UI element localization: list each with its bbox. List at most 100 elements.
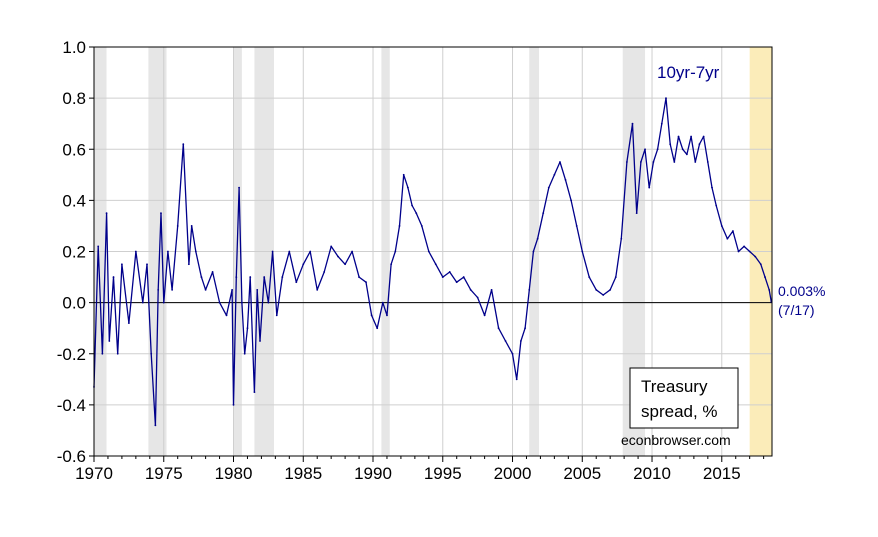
data-point xyxy=(150,352,153,355)
data-point xyxy=(524,327,526,330)
y-tick-label: 0.8 xyxy=(62,89,86,108)
data-point xyxy=(370,314,373,317)
data-point xyxy=(669,143,672,146)
x-tick-label: 2000 xyxy=(494,464,532,483)
data-point xyxy=(743,245,745,248)
data-point xyxy=(711,186,713,189)
data-point xyxy=(302,263,305,266)
data-point xyxy=(204,288,207,291)
legend-box-line1: Treasury xyxy=(641,377,708,396)
data-point xyxy=(715,204,718,207)
data-point xyxy=(694,161,697,163)
data-point xyxy=(295,281,298,284)
data-point xyxy=(652,161,655,163)
data-point xyxy=(639,161,642,163)
data-point xyxy=(182,143,185,146)
y-tick-label: 1.0 xyxy=(62,38,86,57)
data-point xyxy=(157,288,160,291)
data-point xyxy=(581,250,584,253)
data-point xyxy=(768,288,771,291)
data-point xyxy=(232,403,235,406)
data-point xyxy=(588,276,591,278)
data-point xyxy=(448,271,451,273)
y-tick-label: -0.2 xyxy=(57,345,86,364)
data-point xyxy=(415,212,418,215)
data-point xyxy=(275,314,278,317)
data-point xyxy=(575,225,578,227)
data-point xyxy=(528,288,531,291)
data-point xyxy=(167,250,169,253)
y-tick-label: -0.6 xyxy=(57,447,86,466)
data-point xyxy=(570,199,573,202)
data-point xyxy=(497,327,500,330)
data-point xyxy=(309,250,312,253)
data-point xyxy=(519,340,522,342)
data-point xyxy=(677,135,680,138)
data-point xyxy=(253,391,256,393)
data-point xyxy=(160,212,162,215)
data-point xyxy=(381,301,384,304)
y-axis-ticks: -0.6 -0.4 -0.2 0.0 0.2 0.4 0.6 0.8 1.0 xyxy=(57,38,94,466)
data-point xyxy=(267,301,270,304)
data-point xyxy=(702,135,705,138)
data-point xyxy=(194,250,197,253)
data-point xyxy=(316,288,319,291)
data-point xyxy=(97,245,100,248)
data-point xyxy=(330,245,333,248)
data-point xyxy=(427,250,430,253)
series-layer xyxy=(93,97,773,427)
data-point xyxy=(559,161,561,163)
x-tick-label: 1975 xyxy=(145,464,183,483)
data-point xyxy=(105,212,108,215)
data-point xyxy=(644,148,646,151)
data-point xyxy=(656,148,659,151)
data-point xyxy=(434,263,437,266)
data-point xyxy=(759,263,762,266)
data-point xyxy=(271,250,274,253)
series-label: 10yr-7yr xyxy=(657,63,720,82)
data-point xyxy=(681,148,684,151)
data-point xyxy=(238,186,240,189)
x-tick-label: 1990 xyxy=(354,464,392,483)
data-point xyxy=(648,186,651,189)
data-point xyxy=(737,250,740,253)
data-point xyxy=(116,352,119,355)
legend-box-frame xyxy=(629,367,739,429)
data-point xyxy=(720,225,723,227)
data-point xyxy=(614,276,617,278)
data-point xyxy=(462,276,465,278)
data-point xyxy=(200,276,203,278)
data-point xyxy=(564,179,567,181)
data-point xyxy=(620,237,623,240)
x-axis-ticks: 1970 1975 1980 1985 1990 1995 2000 2005 2010 2015 xyxy=(75,456,765,483)
data-point xyxy=(162,301,165,304)
data-point xyxy=(121,263,123,266)
data-point xyxy=(595,288,598,291)
data-point xyxy=(748,250,751,253)
data-point xyxy=(754,255,757,258)
data-point xyxy=(256,288,259,291)
data-point xyxy=(406,186,409,189)
data-point xyxy=(490,288,493,291)
data-point xyxy=(112,276,115,278)
data-point xyxy=(231,288,234,291)
data-point xyxy=(146,263,148,266)
data-point xyxy=(240,301,243,304)
data-point xyxy=(686,153,688,156)
legend-box-line2: spread, % xyxy=(641,402,718,421)
data-point xyxy=(504,340,507,342)
data-point xyxy=(635,212,638,215)
y-tick-label: 0.2 xyxy=(62,243,86,262)
data-point xyxy=(511,352,514,355)
data-point xyxy=(764,276,766,278)
data-point xyxy=(337,255,340,258)
data-point xyxy=(176,225,179,227)
data-point xyxy=(225,314,228,317)
data-point xyxy=(420,225,423,227)
y-tick-label: 0.4 xyxy=(62,191,86,210)
data-point xyxy=(386,314,388,317)
x-tick-label: 2015 xyxy=(703,464,741,483)
data-point xyxy=(665,97,667,100)
